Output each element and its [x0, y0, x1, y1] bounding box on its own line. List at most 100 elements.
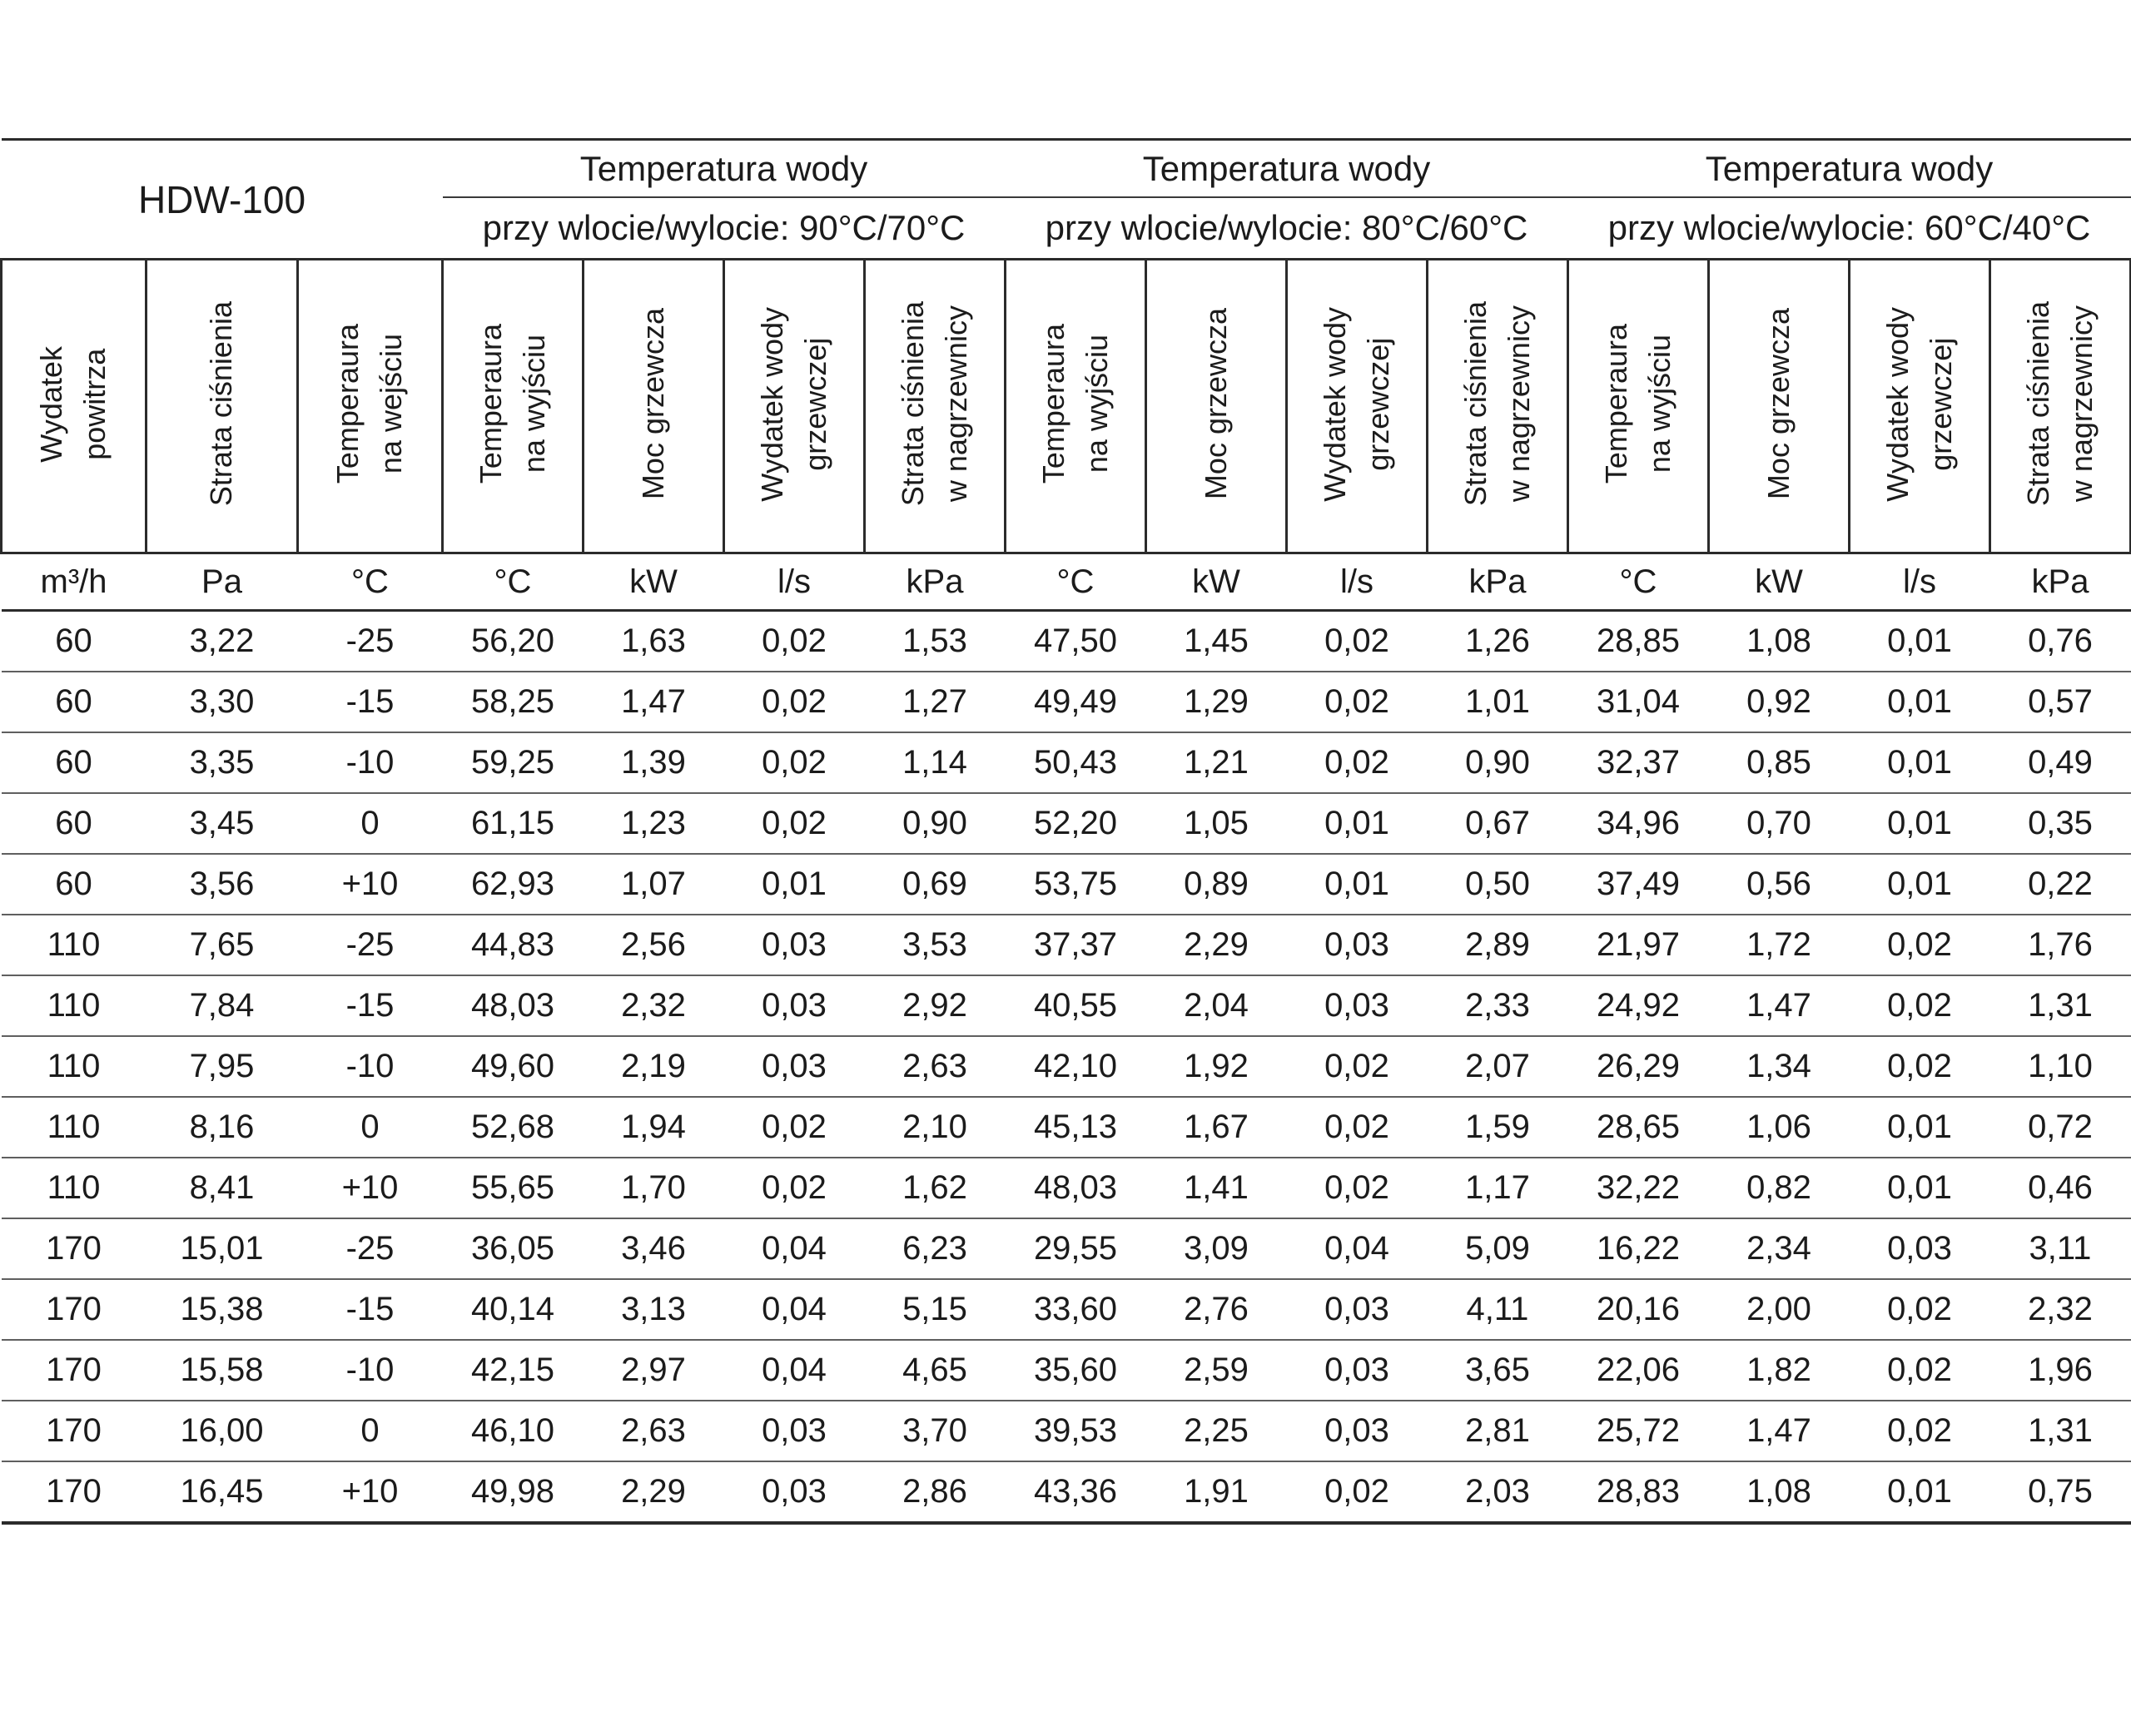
data-cell: 1,31 [1989, 1401, 2131, 1462]
table-row: 60 3,30 -15 58,25 1,47 0,02 1,27 49,49 1,29 0,02 1… [1, 672, 2131, 733]
unit-cell-g3-moc-grzewcza: kW [1708, 553, 1850, 612]
data-cell: 1,06 [1708, 1097, 1850, 1158]
data-cell: 0,50 [1427, 854, 1568, 915]
data-cell: 47,50 [1005, 610, 1146, 672]
data-cell: 2,63 [864, 1036, 1006, 1098]
data-cell: 3,13 [583, 1279, 724, 1341]
data-cell: 28,65 [1567, 1097, 1709, 1158]
data-cell: 28,83 [1567, 1461, 1709, 1525]
data-cell: 1,05 [1145, 793, 1287, 855]
data-cell: 2,07 [1427, 1036, 1568, 1098]
unit-cell-g1-strata-nagrzewnica: kPa [864, 553, 1006, 612]
data-cell: 110 [1, 1036, 147, 1098]
unit-cell-g2-temperatura-wyjscie: °C [1005, 553, 1146, 612]
data-cell: 0,01 [723, 854, 865, 915]
data-cell: 0,22 [1989, 854, 2131, 915]
data-cell: 20,16 [1567, 1279, 1709, 1341]
data-cell: 44,83 [442, 915, 584, 976]
data-cell: 0,76 [1989, 610, 2131, 672]
column-header-label: Wydatek wody grzewczej [1880, 306, 1958, 502]
data-cell: 0,02 [723, 672, 865, 733]
data-cell: 170 [1, 1340, 147, 1401]
column-header-label: Strata ciśnienia [204, 301, 239, 507]
data-cell: 1,21 [1145, 732, 1287, 794]
unit-cell-g3-wydatek-wody: l/s [1849, 553, 1990, 612]
data-cell: 0,02 [1849, 1401, 1990, 1462]
data-cell: 7,84 [146, 975, 298, 1037]
column-header-g2-moc-grzewcza: Moc grzewcza [1145, 259, 1288, 554]
data-cell: 39,53 [1005, 1401, 1146, 1462]
data-cell: 3,53 [864, 915, 1006, 976]
data-cell: +10 [297, 854, 443, 915]
data-cell: 40,14 [442, 1279, 584, 1341]
column-header-label: Strata ciśnienia w nagrzewnicy [2020, 301, 2099, 507]
data-cell: 0,02 [723, 732, 865, 794]
data-cell: 0,03 [1849, 1218, 1990, 1280]
data-cell: 1,08 [1708, 1461, 1850, 1525]
data-cell: 2,19 [583, 1036, 724, 1098]
data-cell: 16,45 [146, 1461, 298, 1525]
data-cell: 48,03 [1005, 1158, 1146, 1219]
data-cell: 3,11 [1989, 1218, 2131, 1280]
data-cell: -10 [297, 1036, 443, 1098]
data-cell: 0,02 [723, 610, 865, 672]
data-cell: 0,03 [1286, 1279, 1428, 1341]
data-cell: 1,62 [864, 1158, 1006, 1219]
data-cell: -25 [297, 1218, 443, 1280]
column-header-temperatura-wejscie: Temperaura na wejściu [296, 259, 444, 554]
data-cell: 0,02 [1286, 1036, 1428, 1098]
data-cell: 3,30 [146, 672, 298, 733]
data-cell: 1,31 [1989, 975, 2131, 1037]
data-cell: 0,04 [723, 1340, 865, 1401]
group-1-title: Temperatura wody [442, 138, 1006, 198]
data-cell: 0,02 [1286, 610, 1428, 672]
data-cell: 60 [1, 854, 147, 915]
column-header-g2-strata-nagrzewnica: Strata ciśnienia w nagrzewnicy [1426, 259, 1569, 554]
data-cell: 110 [1, 915, 147, 976]
data-cell: 1,76 [1989, 915, 2131, 976]
group-2-subtitle: przy wlocie/wylocie: 80°C/60°C [1005, 197, 1568, 260]
unit-cell-g3-temperatura-wyjscie: °C [1567, 553, 1709, 612]
data-cell: 3,35 [146, 732, 298, 794]
data-cell: 1,10 [1989, 1036, 2131, 1098]
data-cell: 0,90 [864, 793, 1006, 855]
data-cell: 1,96 [1989, 1340, 2131, 1401]
data-cell: 0 [297, 793, 443, 855]
data-cell: 2,89 [1427, 915, 1568, 976]
data-cell: 49,98 [442, 1461, 584, 1525]
column-header-label: Wydatek wody grzewczej [754, 306, 832, 502]
data-cell: 1,23 [583, 793, 724, 855]
data-cell: 2,34 [1708, 1218, 1850, 1280]
data-cell: 0,02 [723, 793, 865, 855]
group-3-subtitle: przy wlocie/wylocie: 60°C/40°C [1567, 197, 2131, 260]
column-header-label: Temperaura na wyjściu [473, 324, 551, 484]
unit-cell-g2-moc-grzewcza: kW [1145, 553, 1287, 612]
data-cell: 0,03 [1286, 975, 1428, 1037]
data-cell: +10 [297, 1461, 443, 1525]
data-cell: 3,45 [146, 793, 298, 855]
data-cell: 49,49 [1005, 672, 1146, 733]
data-cell: 0,01 [1849, 854, 1990, 915]
data-cell: 53,75 [1005, 854, 1146, 915]
data-cell: 170 [1, 1279, 147, 1341]
data-cell: 0,03 [723, 975, 865, 1037]
data-cell: 62,93 [442, 854, 584, 915]
data-cell: 0,03 [1286, 1340, 1428, 1401]
column-header-label: Moc grzewcza [1198, 308, 1233, 500]
column-header-row: Wydatek powitrza Strata ciśnienia Temperaur… [0, 259, 2131, 554]
data-cell: 3,65 [1427, 1340, 1568, 1401]
data-cell: 0,03 [723, 1461, 865, 1525]
data-cell: 46,10 [442, 1401, 584, 1462]
unit-cell-g2-strata-nagrzewnica: kPa [1427, 553, 1568, 612]
data-cell: 22,06 [1567, 1340, 1709, 1401]
data-cell: 1,67 [1145, 1097, 1287, 1158]
unit-cell-g1-temperatura-wyjscie: °C [442, 553, 584, 612]
data-cell: 0,92 [1708, 672, 1850, 733]
data-cell: 0,03 [723, 915, 865, 976]
group-subtitle-row: przy wlocie/wylocie: 90°C/70°C przy wloc… [2, 197, 2131, 260]
hdw-100-spec-table: HDW-100 Temperatura wody Temperatura wod… [0, 138, 2131, 1525]
column-header-label: Moc grzewcza [1761, 308, 1796, 500]
data-cell: 0,82 [1708, 1158, 1850, 1219]
data-cell: 1,91 [1145, 1461, 1287, 1525]
data-cell: 0,01 [1849, 672, 1990, 733]
